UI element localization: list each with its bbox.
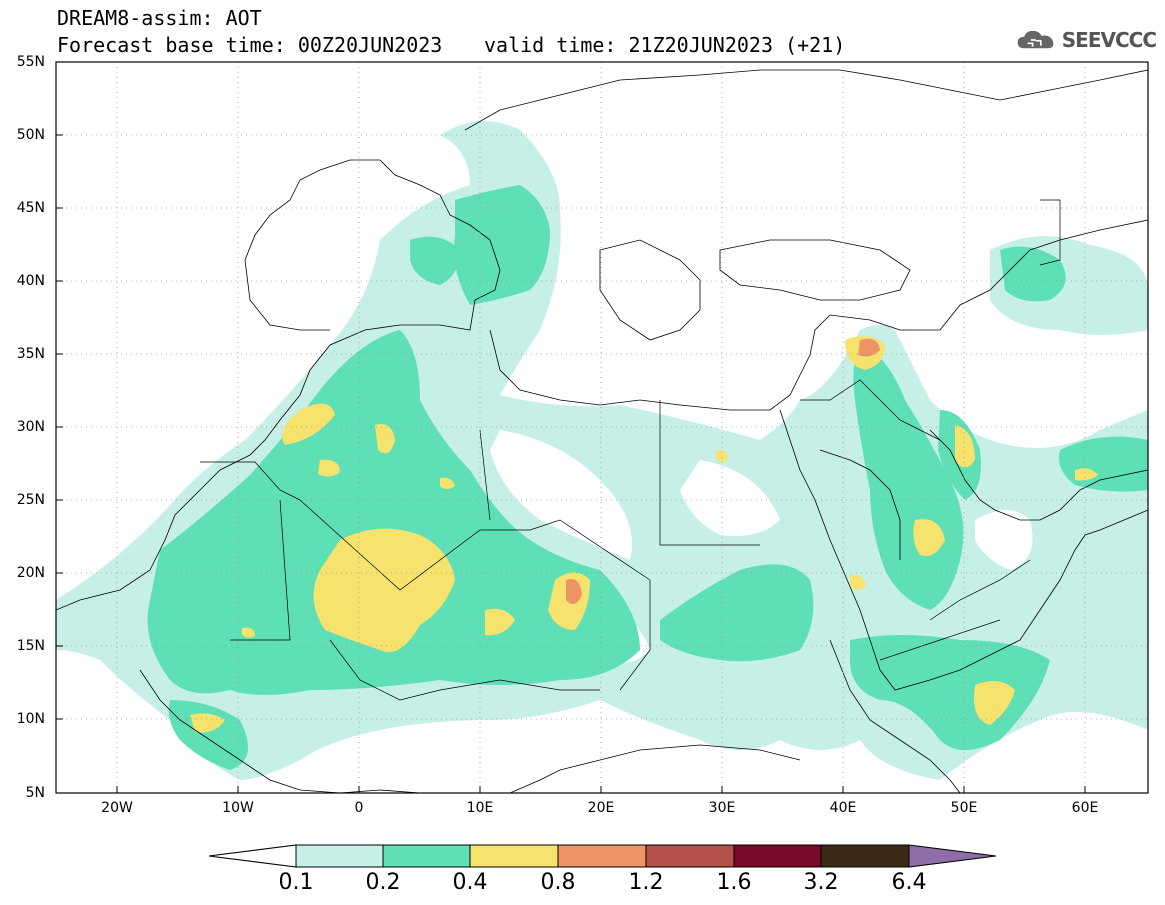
seevccc-logo: SEEVCCC — [1016, 24, 1157, 56]
country-borders — [200, 199, 1061, 701]
lon-label: 20E — [587, 800, 615, 816]
lat-label: 50N — [16, 127, 45, 143]
lon-label: 50E — [950, 800, 978, 816]
lat-label: 10N — [16, 711, 45, 727]
lat-label: 20N — [16, 565, 45, 581]
legend-label: 0.1 — [278, 870, 314, 895]
legend-label: 3.2 — [803, 870, 839, 895]
base-time: Forecast base time: 00Z20JUN2023 — [57, 33, 443, 57]
lat-label: 25N — [16, 492, 45, 508]
legend-label: 0.2 — [365, 870, 401, 895]
logo-text: SEEVCCC — [1061, 28, 1157, 52]
valid-time: valid time: 21Z20JUN2023 (+21) — [484, 33, 846, 57]
lon-label: 60E — [1071, 800, 1099, 816]
lon-label: 0 — [354, 800, 364, 816]
coastlines — [56, 69, 1148, 793]
legend-label: 6.4 — [891, 870, 927, 895]
lat-label: 40N — [16, 273, 45, 289]
lat-label: 15N — [16, 638, 45, 654]
lat-label: 5N — [25, 785, 45, 801]
lon-label: 20W — [101, 800, 133, 816]
graticule — [56, 62, 1148, 793]
lat-label: 55N — [16, 54, 45, 70]
axis-ticks — [56, 134, 1086, 793]
lat-label: 35N — [16, 346, 45, 362]
legend-label: 0.4 — [452, 870, 488, 895]
legend-label: 1.2 — [628, 870, 664, 895]
lon-label: 30E — [708, 800, 736, 816]
lat-label: 30N — [16, 419, 45, 435]
legend-label: 0.8 — [540, 870, 576, 895]
cloud-icon — [1017, 30, 1054, 49]
legend-label: 1.6 — [716, 870, 752, 895]
lon-label: 10E — [466, 800, 494, 816]
lon-label: 10W — [222, 800, 254, 816]
map-title: DREAM8-assim: AOT — [57, 6, 262, 30]
aot-field-0.8 — [566, 338, 880, 604]
lat-label: 45N — [16, 200, 45, 216]
lon-label: 40E — [829, 800, 857, 816]
